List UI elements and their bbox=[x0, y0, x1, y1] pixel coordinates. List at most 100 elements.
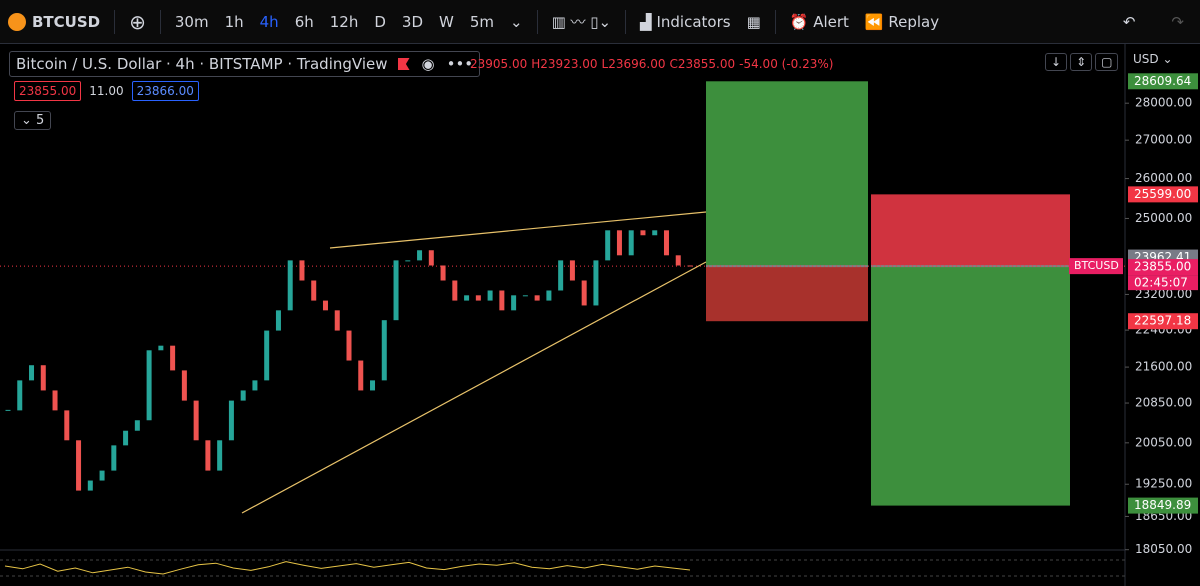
alert-label: Alert bbox=[813, 12, 849, 31]
interval-button[interactable]: 5m bbox=[469, 12, 495, 31]
pane-down[interactable]: ↓ bbox=[1045, 53, 1068, 71]
candle bbox=[522, 295, 528, 297]
pane-collapse[interactable]: ⇕ bbox=[1070, 53, 1093, 71]
interval-button[interactable]: W bbox=[439, 12, 454, 31]
candle bbox=[264, 330, 270, 381]
currency-button[interactable]: USD ⌄ bbox=[1133, 52, 1173, 66]
quote-row: 23855.00 11.00 23866.00 bbox=[14, 81, 199, 101]
spread: 11.00 bbox=[89, 84, 124, 98]
eye-icon[interactable]: ◉ bbox=[421, 55, 435, 73]
countdown-bg bbox=[1128, 275, 1198, 291]
separator bbox=[114, 9, 116, 34]
pane-maximize[interactable]: ▢ bbox=[1095, 53, 1119, 71]
candle bbox=[558, 260, 564, 291]
candle bbox=[252, 380, 258, 391]
candle bbox=[158, 345, 164, 351]
indicator-toggle[interactable]: ⌄ 5 bbox=[14, 111, 52, 130]
compare-button[interactable]: ⊕ bbox=[129, 9, 146, 34]
candle bbox=[428, 250, 434, 266]
candle bbox=[52, 390, 58, 411]
ohlc-value: -54.00 (-0.23%) bbox=[739, 57, 834, 71]
interval-button[interactable]: 30m bbox=[174, 12, 209, 31]
candle bbox=[546, 290, 552, 301]
candle bbox=[640, 230, 646, 236]
symbol-tag: BTCUSD bbox=[1074, 259, 1119, 272]
candle bbox=[40, 365, 46, 391]
stop-badge-label: 22597.18 bbox=[1134, 314, 1191, 328]
legend-title: Bitcoin / U.S. Dollar · 4h · BITSTAMP · … bbox=[16, 55, 388, 73]
candle bbox=[322, 300, 328, 311]
candle bbox=[87, 480, 93, 491]
y-tick-label: 18050.00 bbox=[1135, 542, 1192, 556]
ohlc-value: L23696.00 bbox=[601, 57, 666, 71]
y-tick-label: 25000.00 bbox=[1135, 211, 1192, 225]
stop-badge bbox=[1128, 186, 1198, 203]
interval-button[interactable]: 12h bbox=[329, 12, 359, 31]
interval-button[interactable]: 4h bbox=[259, 12, 279, 31]
candle bbox=[628, 230, 634, 256]
candle bbox=[511, 295, 517, 311]
templates-button[interactable]: ▦ bbox=[746, 12, 761, 31]
undo-button[interactable]: ↶ bbox=[1122, 12, 1136, 31]
candle bbox=[217, 440, 223, 471]
interval-button[interactable]: 3D bbox=[401, 12, 424, 31]
wedge-lower bbox=[241, 261, 707, 514]
bar-style-button[interactable]: ▥ 〰 ▯⌄ bbox=[551, 13, 612, 31]
indicator-count: 5 bbox=[36, 113, 45, 128]
symbol: BTCUSD bbox=[32, 12, 101, 31]
target-badge-label: 28609.64 bbox=[1134, 74, 1191, 88]
symbol-tag-bg bbox=[1069, 258, 1123, 275]
countdown: 02:45:07 bbox=[1134, 276, 1188, 290]
target-badge-label: 18849.89 bbox=[1134, 498, 1191, 512]
toolbar: BTCUSD ⊕ 30m 1h 4h 6h 12h D 3D W 5m ⌄ ▥ 〰 ▯⌄ ▟ I… bbox=[0, 0, 1200, 44]
candle bbox=[616, 230, 622, 256]
y-tick-label: 20050.00 bbox=[1135, 435, 1192, 449]
candle bbox=[370, 380, 376, 391]
flag-icon[interactable] bbox=[397, 58, 410, 70]
replay-button[interactable]: ⏪ Replay bbox=[864, 12, 940, 31]
more-icon[interactable]: ••• bbox=[446, 55, 474, 73]
symbol-button[interactable]: BTCUSD bbox=[0, 12, 108, 31]
indicator-line bbox=[4, 561, 691, 575]
candle bbox=[299, 260, 305, 281]
interval-button[interactable]: 1h bbox=[224, 12, 244, 31]
indicators-label: Indicators bbox=[656, 12, 731, 31]
candle bbox=[405, 260, 411, 262]
ohlc-value: 23905.00 bbox=[470, 57, 528, 71]
bitcoin-icon bbox=[8, 12, 26, 31]
bid-badge: 23855.00 bbox=[14, 81, 82, 101]
candle bbox=[17, 380, 23, 411]
candle bbox=[193, 400, 199, 441]
last-price-badge-label: 23855.00 bbox=[1134, 260, 1191, 274]
candle bbox=[146, 350, 152, 421]
candle bbox=[123, 430, 129, 446]
candle bbox=[381, 320, 387, 381]
candle bbox=[334, 310, 340, 331]
stop-badge bbox=[1128, 313, 1198, 330]
candle bbox=[346, 330, 352, 361]
separator bbox=[159, 9, 161, 34]
candle bbox=[605, 230, 611, 261]
candle bbox=[170, 345, 176, 371]
alert-button[interactable]: ⏰ Alert bbox=[789, 12, 849, 31]
interval-menu[interactable]: ⌄ bbox=[510, 12, 523, 31]
interval-button[interactable]: 6h bbox=[294, 12, 314, 31]
indicators-button[interactable]: ▟ Indicators bbox=[640, 12, 731, 31]
candle bbox=[205, 440, 211, 471]
candle bbox=[534, 295, 540, 301]
target-badge bbox=[1128, 73, 1198, 90]
y-tick-label: 20850.00 bbox=[1135, 396, 1192, 410]
redo-button[interactable]: ↷ bbox=[1171, 12, 1184, 31]
wedge-upper bbox=[329, 211, 707, 249]
candle bbox=[228, 400, 234, 441]
legend-title-box: Bitcoin / U.S. Dollar · 4h · BITSTAMP · … bbox=[9, 51, 481, 77]
candle bbox=[663, 230, 669, 256]
separator bbox=[536, 9, 538, 34]
candle bbox=[452, 280, 458, 301]
interval-button[interactable]: D bbox=[374, 12, 386, 31]
candle bbox=[581, 280, 587, 306]
candle bbox=[687, 265, 693, 267]
candle bbox=[487, 290, 493, 301]
profit-zone bbox=[871, 266, 1070, 506]
